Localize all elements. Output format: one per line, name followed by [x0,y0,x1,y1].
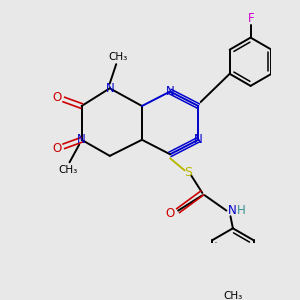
Text: N: N [77,133,86,146]
Text: N: N [194,133,203,146]
Text: S: S [184,166,193,179]
Text: F: F [248,12,255,25]
Text: N: N [105,82,114,95]
Text: O: O [53,142,62,155]
Text: H: H [237,204,245,217]
Text: O: O [53,91,62,103]
Text: N: N [228,204,236,217]
Text: CH₃: CH₃ [223,291,242,300]
Text: N: N [166,85,175,98]
Text: CH₃: CH₃ [108,52,128,62]
Text: O: O [166,206,175,220]
Text: CH₃: CH₃ [58,165,77,176]
